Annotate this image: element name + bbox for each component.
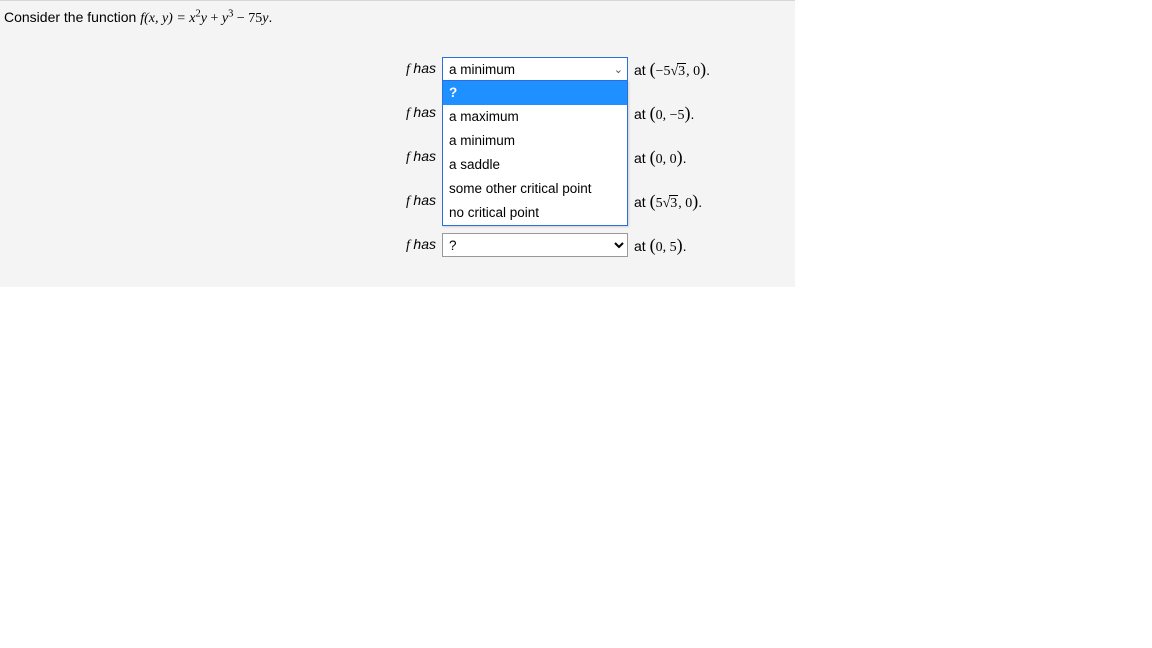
dropdown-option-saddle[interactable]: a saddle	[443, 153, 627, 177]
fhas-label: f has	[400, 236, 442, 254]
dropdown-option-maximum[interactable]: a maximum	[443, 105, 627, 129]
chevron-down-icon: ⌄	[614, 63, 623, 76]
fhas-label: f has	[400, 148, 442, 166]
answer-rows: f has a minimum ⌄ ? a maximum a minimum …	[400, 47, 795, 267]
dropdown-option-placeholder[interactable]: ?	[443, 81, 627, 105]
fhas-label: f has	[400, 104, 442, 122]
dropdown-1-value: a minimum	[449, 62, 515, 77]
prompt-text: Consider the function f(x, y) = x2y + y3…	[0, 9, 795, 47]
point-4: at (5√3, 0).	[628, 191, 702, 212]
dropdown-1[interactable]: a minimum ⌄	[442, 57, 628, 81]
problem-panel: Consider the function f(x, y) = x2y + y3…	[0, 0, 795, 287]
fhas-label: f has	[400, 192, 442, 210]
point-2: at (0, −5).	[628, 103, 694, 124]
dropdown-1-listbox[interactable]: ? a maximum a minimum a saddle some othe…	[442, 80, 628, 226]
dropdown-5[interactable]: ?	[442, 233, 628, 257]
answer-row-5: f has ? at (0, 5).	[400, 223, 795, 267]
point-3: at (0, 0).	[628, 147, 686, 168]
dropdown-option-minimum[interactable]: a minimum	[443, 129, 627, 153]
point-5: at (0, 5).	[628, 235, 686, 256]
prompt-lead: Consider the function	[4, 9, 140, 25]
answer-row-1: f has a minimum ⌄ ? a maximum a minimum …	[400, 47, 795, 91]
function-expression: f(x, y) = x2y + y3 − 75y	[140, 11, 268, 26]
fhas-label: f has	[400, 60, 442, 78]
dropdown-1-wrap: a minimum ⌄ ? a maximum a minimum a sadd…	[442, 57, 628, 81]
dropdown-option-other[interactable]: some other critical point	[443, 177, 627, 201]
point-1: at (−5√3, 0).	[628, 59, 710, 80]
dropdown-option-none[interactable]: no critical point	[443, 201, 627, 225]
